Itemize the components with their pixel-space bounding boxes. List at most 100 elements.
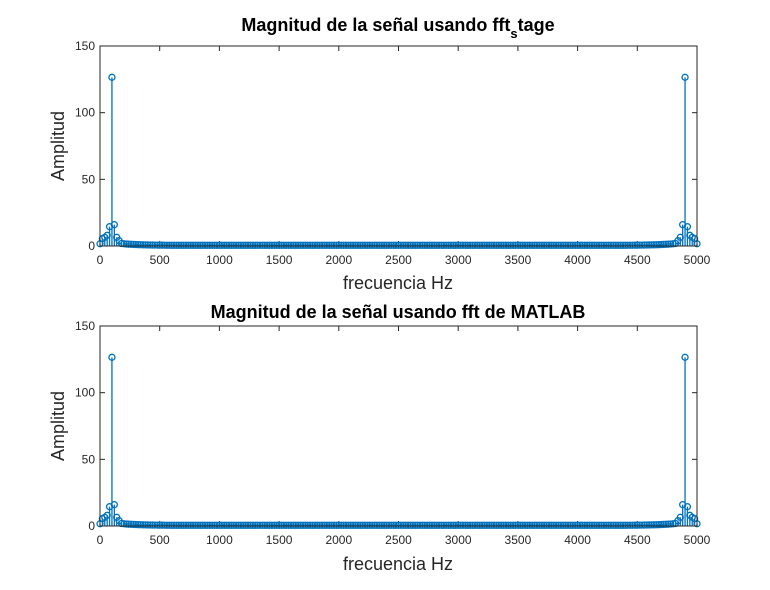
subplot-fft-matlab: Magnitud de la señal usando fft de MATLA… bbox=[48, 302, 711, 574]
subplot-1-title-main: Magnitud de la señal usando fft bbox=[241, 15, 510, 35]
subplot-2-stem-marker bbox=[108, 353, 116, 361]
subplot-2-stem-marker bbox=[127, 520, 135, 528]
subplot-1-stem-marker bbox=[139, 241, 147, 249]
subplot-2-stem-marker bbox=[681, 353, 689, 361]
subplot-1-stem-marker bbox=[165, 241, 173, 249]
subplot-1-stem-marker bbox=[129, 240, 138, 249]
subplot-2-x-tick-label: 0 bbox=[97, 533, 104, 547]
subplot-1-y-tick-label: 0 bbox=[88, 239, 95, 253]
subplot-1-stem-marker bbox=[144, 241, 152, 249]
subplot-1-x-label: frecuencia Hz bbox=[343, 273, 453, 293]
subplot-2-stem-marker bbox=[139, 521, 147, 529]
subplot-1-y-tick-label: 50 bbox=[82, 172, 96, 186]
subplot-1-stem-marker bbox=[108, 73, 116, 81]
subplot-1-title: Magnitud de la señal usando fftstage bbox=[241, 15, 554, 41]
subplot-2-y-tick-label: 100 bbox=[75, 386, 95, 400]
subplot-1-x-tick-label: 2500 bbox=[385, 253, 412, 267]
subplot-2-x-tick-label: 3000 bbox=[445, 533, 472, 547]
subplot-1-x-tick-label: 1000 bbox=[206, 253, 233, 267]
subplot-2-stem-marker bbox=[146, 521, 154, 529]
subplot-1-x-tick-label: 2000 bbox=[325, 253, 352, 267]
subplot-2-stem-marker bbox=[163, 521, 171, 529]
subplot-1-stem-marker bbox=[132, 240, 140, 249]
subplot-2-stem-marker bbox=[110, 501, 118, 509]
subplot-2-x-label: frecuencia Hz bbox=[343, 554, 453, 574]
subplot-2-stem-marker bbox=[151, 521, 159, 529]
subplot-2-stems bbox=[96, 353, 701, 529]
subplot-2-y-label: Amplitud bbox=[48, 391, 68, 461]
subplot-1-stem-marker bbox=[110, 221, 118, 229]
subplot-2-x-tick-label: 4500 bbox=[624, 533, 651, 547]
subplot-1-title-subscript: s bbox=[510, 26, 517, 41]
subplot-2-stem-marker bbox=[122, 520, 130, 528]
subplot-1-x-tick-label: 0 bbox=[97, 253, 104, 267]
subplot-2-stem-marker bbox=[153, 521, 161, 529]
subplot-2-stem-marker bbox=[165, 521, 173, 529]
subplot-1-stem-marker bbox=[136, 241, 145, 249]
subplot-2-y-tick-label: 50 bbox=[82, 452, 96, 466]
subplot-2-stem-marker bbox=[683, 503, 692, 511]
subplot-fft-stage: Magnitud de la señal usando fftstage 0 50… bbox=[48, 15, 711, 293]
subplot-2-x-tick-label: 2000 bbox=[325, 533, 352, 547]
subplot-1-x-tick-label: 4000 bbox=[564, 253, 591, 267]
subplot-1-stem-marker bbox=[156, 241, 164, 249]
subplot-2-stem-marker bbox=[141, 521, 150, 529]
subplot-2-x-tick-label: 500 bbox=[150, 533, 170, 547]
subplot-1-stem-marker bbox=[122, 240, 130, 248]
subplot-2-stem-marker bbox=[136, 521, 145, 529]
subplot-2-stem-marker bbox=[167, 521, 176, 529]
subplot-2-y-tick-label: 150 bbox=[75, 319, 95, 333]
subplot-2-x-tick-label: 3500 bbox=[505, 533, 532, 547]
subplot-1-x-tick-label: 3000 bbox=[445, 253, 472, 267]
subplot-1-title-suffix: tage bbox=[518, 15, 555, 35]
subplot-1-stem-marker bbox=[167, 241, 176, 249]
subplot-1-stem-marker bbox=[120, 240, 128, 248]
subplot-2-stem-marker bbox=[132, 520, 140, 529]
subplot-1-stem-marker bbox=[153, 241, 161, 249]
subplot-2-stem-marker bbox=[160, 521, 169, 529]
subplot-1-y-label: Amplitud bbox=[48, 111, 68, 181]
subplot-1-stem-marker bbox=[127, 240, 135, 248]
subplot-1-stem-marker bbox=[158, 241, 166, 249]
subplot-2-stem-marker bbox=[120, 520, 128, 528]
subplot-2-stem-marker bbox=[158, 521, 166, 529]
subplot-1-y-tick-label: 100 bbox=[75, 106, 95, 120]
subplot-2-stem-marker bbox=[134, 521, 142, 529]
subplot-1-x-tick-label: 1500 bbox=[266, 253, 293, 267]
subplot-2-x-tick-label: 1000 bbox=[206, 533, 233, 547]
subplot-1-stem-marker bbox=[148, 241, 157, 249]
subplot-2-stem-marker bbox=[148, 521, 157, 529]
subplot-1-stem-marker bbox=[683, 223, 692, 231]
subplot-2-y-ticks: 0 50 100 150 bbox=[75, 319, 697, 533]
subplot-2-title: Magnitud de la señal usando fft de MATLA… bbox=[211, 302, 586, 322]
subplot-1-y-tick-label: 150 bbox=[75, 39, 95, 53]
subplot-1-x-tick-label: 500 bbox=[150, 253, 170, 267]
subplot-2-stem-marker bbox=[125, 520, 133, 528]
subplot-2-axes-box bbox=[99, 325, 698, 527]
subplot-2-x-tick-label: 4000 bbox=[564, 533, 591, 547]
subplot-1-stem-marker bbox=[160, 241, 169, 249]
subplot-2-stem-marker bbox=[144, 521, 152, 529]
subplot-1-stem-marker bbox=[134, 241, 142, 249]
subplot-2-x-tick-label: 1500 bbox=[266, 533, 293, 547]
subplot-2-stem-marker bbox=[129, 520, 138, 529]
subplot-1-axes-box bbox=[99, 45, 698, 247]
subplot-1-stem-marker bbox=[151, 241, 159, 249]
subplot-1-stem-marker bbox=[141, 241, 150, 249]
subplot-1-x-tick-label: 5000 bbox=[684, 253, 711, 267]
subplot-1-stem-marker bbox=[125, 240, 133, 248]
subplot-1-y-ticks: 0 50 100 150 bbox=[75, 39, 697, 253]
subplot-1-stem-marker bbox=[681, 73, 689, 81]
subplot-2-stem-marker bbox=[156, 521, 164, 529]
subplot-2-x-ticks: 0 500 1000 1500 2000 2500 3000 3500 4000 4500 5000 bbox=[97, 326, 711, 547]
subplot-1-x-tick-label: 4500 bbox=[624, 253, 651, 267]
subplot-1-stems bbox=[96, 73, 701, 249]
subplot-1-x-tick-label: 3500 bbox=[505, 253, 532, 267]
subplot-2-y-tick-label: 0 bbox=[88, 519, 95, 533]
subplot-1-x-ticks: 0 500 1000 1500 2000 2500 3000 3500 4000 4500 5000 bbox=[97, 46, 711, 267]
subplot-1-stem-marker bbox=[146, 241, 154, 249]
subplot-2-x-tick-label: 5000 bbox=[684, 533, 711, 547]
subplot-2-x-tick-label: 2500 bbox=[385, 533, 412, 547]
subplot-1-stem-marker bbox=[163, 241, 171, 249]
